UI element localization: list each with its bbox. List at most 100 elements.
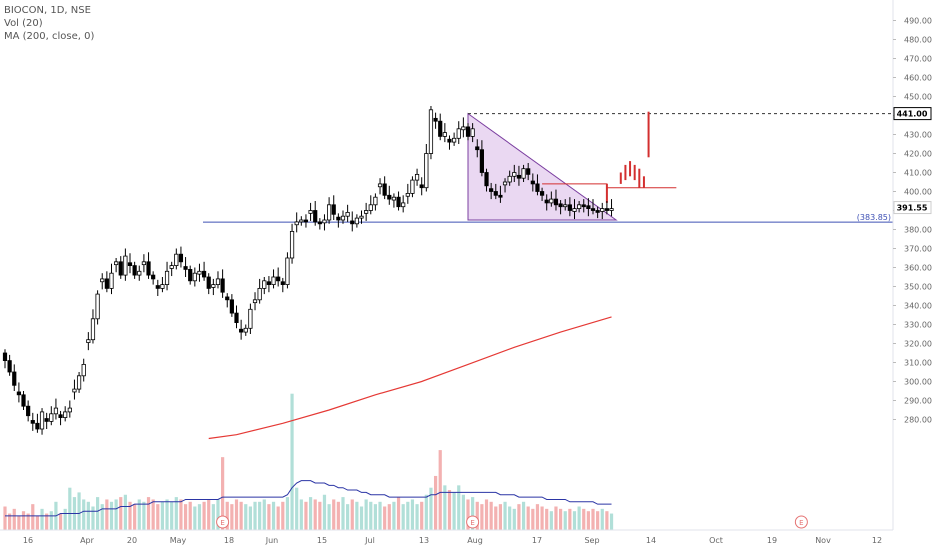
y-tick-label: 310.00 — [904, 359, 932, 368]
candle-body — [303, 219, 309, 223]
candle — [7, 354, 12, 376]
candle — [169, 261, 174, 277]
candle-body — [507, 175, 512, 183]
time-axis: 16 Apr 20 May 18 Jun 15 Jul 13 Aug 17 Sep 14 Oct 19 Nov… — [0, 529, 893, 545]
earnings-circle — [466, 515, 480, 529]
candle — [493, 183, 498, 200]
volume-bar — [383, 506, 387, 530]
volume-bar — [299, 499, 303, 530]
symbol-title[interactable]: BIOCON, 1D, NSE — [4, 5, 91, 16]
candle — [289, 223, 295, 264]
volume-bar — [91, 506, 95, 530]
ma-indicator-label[interactable]: MA (200, close, 0) — [4, 31, 95, 42]
candle — [266, 276, 272, 293]
candle-body — [104, 278, 109, 289]
candle-body — [58, 414, 63, 418]
volume-bar — [572, 511, 577, 530]
descending-triangle — [467, 112, 618, 221]
candle-body — [345, 211, 350, 217]
volume-bar — [174, 497, 178, 530]
candle — [609, 199, 614, 217]
candle — [58, 410, 63, 426]
y-tick-label: 320.00 — [904, 340, 932, 349]
volume-bar — [508, 506, 512, 530]
volume-bar — [475, 501, 479, 530]
candle — [271, 269, 276, 289]
candle — [526, 163, 531, 181]
candle — [516, 165, 522, 186]
candle-body — [109, 272, 114, 289]
candle-body — [164, 270, 170, 285]
volume-indicator-label[interactable]: Vol (20) — [4, 18, 43, 29]
volume-bar — [221, 457, 225, 530]
candle — [285, 252, 290, 289]
candle — [225, 293, 230, 308]
candle — [456, 121, 461, 144]
candle-body — [285, 257, 290, 286]
volume-bar — [225, 501, 229, 530]
candle-body — [49, 413, 54, 422]
volume-bar — [123, 494, 127, 530]
candle — [299, 216, 304, 226]
last-price-badge-bg — [893, 201, 932, 215]
candle — [336, 213, 341, 228]
candle — [479, 140, 484, 177]
candle — [141, 254, 146, 273]
volume-bar — [271, 501, 276, 530]
x-tick-label: 17 — [532, 536, 542, 545]
candle — [544, 194, 549, 211]
candle-body — [433, 117, 438, 122]
x-tick-label: May — [170, 536, 187, 545]
volume-bar — [346, 504, 350, 530]
y-tick-label: 300.00 — [904, 378, 932, 387]
volume-bar — [63, 508, 67, 530]
candle — [280, 277, 285, 293]
candle — [428, 106, 434, 160]
y-tick-label: 450.00 — [904, 93, 932, 102]
volume-bar — [40, 508, 44, 530]
candle-body — [81, 363, 86, 377]
volume-bar — [586, 511, 590, 530]
volume-bar — [433, 475, 438, 530]
candle — [558, 200, 563, 215]
x-tick-label: 15 — [317, 536, 327, 545]
candle-body — [577, 204, 582, 210]
volume-bar — [281, 501, 285, 530]
candle — [345, 204, 350, 222]
support-price-label: (383.85) — [857, 213, 891, 222]
candle-body — [26, 405, 31, 417]
volume-bar — [109, 501, 114, 530]
candle — [211, 278, 216, 296]
candle-body — [44, 418, 49, 422]
volume-bar — [498, 504, 503, 530]
volume-bar — [276, 506, 280, 530]
candle — [498, 185, 503, 203]
volume-bar — [554, 506, 558, 530]
x-tick-label: Aug — [467, 536, 483, 545]
candle — [442, 123, 447, 143]
y-tick-label: 350.00 — [904, 283, 932, 292]
candle-body — [188, 268, 193, 282]
candle-body — [271, 276, 276, 285]
volume-bar — [35, 515, 40, 530]
candle-body — [581, 204, 586, 208]
volume-bar — [188, 501, 192, 530]
candle — [151, 271, 156, 285]
candle-body — [322, 219, 327, 224]
candle — [364, 202, 369, 221]
volume-bar — [128, 501, 132, 530]
volume-bar — [262, 499, 266, 530]
volume-bar — [216, 499, 220, 530]
candle-body — [401, 202, 406, 208]
earnings-label: E — [799, 519, 803, 527]
volume-bar — [156, 504, 160, 530]
volume-bar — [410, 499, 415, 530]
x-tick-label: 20 — [127, 536, 137, 545]
x-tick-label: Oct — [709, 536, 723, 545]
candle-body — [382, 183, 387, 196]
volume-bar — [591, 508, 595, 530]
candle-body — [100, 278, 105, 283]
candle-body — [313, 210, 318, 223]
